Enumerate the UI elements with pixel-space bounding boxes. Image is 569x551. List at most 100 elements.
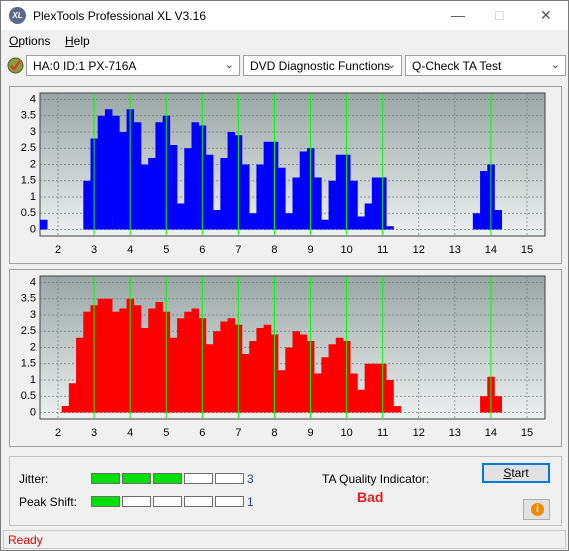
bar [364,363,373,413]
bar [350,180,358,230]
bar [357,389,365,413]
test-select-text: Q-Check TA Test [412,59,502,73]
start-button[interactable]: Start [482,463,550,483]
bar [292,177,301,230]
drive-select[interactable]: HA:0 ID:1 PX-716A ⌄ [26,55,240,76]
bar [97,298,106,413]
y-tick-label: 3 [30,126,36,138]
x-tick-label: 11 [377,244,388,256]
x-tick-label: 15 [521,244,533,256]
bar [480,171,488,230]
meter-segment [215,473,244,484]
bar [263,141,272,230]
result-panel: Jitter: 3 Peak Shift: 1 TA Quality Indic… [9,456,562,526]
peak-shift-label: Peak Shift: [19,495,78,509]
x-tick-label: 4 [127,244,133,256]
chart-panel: 0 0.5 1 1.5 2 2.5 3 3.5 4 2 3 4 5 6 7 8 9 10 11 12 13 14 15 [9,269,562,447]
info-button[interactable]: i [523,499,550,520]
bar [191,308,200,413]
bar [148,308,156,413]
quality-value: Bad [357,489,384,505]
x-tick-label: 8 [271,427,277,439]
y-tick-label: 2 [30,158,36,170]
bar [386,226,394,230]
bar [104,298,113,413]
x-tick-label: 2 [55,244,61,256]
bar [148,158,156,230]
close-button[interactable]: ✕ [540,7,552,23]
bar [112,311,120,413]
meter-segment [122,473,151,484]
x-tick-label: 7 [235,427,241,439]
bar [263,324,272,413]
y-tick-label: 0.5 [21,390,36,402]
bar [97,115,106,230]
status-bar: Ready [3,530,566,549]
bar [213,331,221,413]
menu-item[interactable]: Help [65,34,90,48]
x-tick-label: 5 [163,427,169,439]
jitter-value: 3 [247,472,254,486]
drive-icon [7,57,24,74]
bar [61,406,70,413]
bar [285,213,293,230]
y-tick-label: 3 [30,309,36,321]
meter-segment [91,496,120,507]
meter-segment [184,473,213,484]
y-tick-label: 0 [30,406,36,418]
bar [285,347,293,413]
bar [299,334,308,413]
x-tick-label: 3 [91,244,97,256]
jitter-label: Jitter: [19,472,49,486]
bar [249,341,257,413]
meter-segment [153,473,182,484]
y-tick-label: 1.5 [21,358,36,370]
x-tick-label: 10 [340,427,352,439]
bar [40,219,48,230]
x-tick-label: 2 [55,427,61,439]
x-tick-label: 3 [91,427,97,439]
x-tick-label: 10 [340,244,352,256]
y-tick-label: 3.5 [21,293,36,305]
x-tick-label: 12 [413,427,425,439]
y-tick-label: 0.5 [21,207,36,219]
test-select[interactable]: Q-Check TA Test ⌄ [405,55,566,76]
y-tick-label: 2 [30,341,36,353]
bar [104,109,113,230]
bar [314,177,322,230]
bar [321,219,329,230]
jitter-meter [91,473,244,484]
bar [184,148,192,230]
bar [112,115,120,230]
chart: 0 0.5 1 1.5 2 2.5 3 3.5 4 2 3 4 5 6 7 8 9 10 11 12 13 14 15 [21,92,546,256]
bar [227,132,236,230]
bar [335,154,344,230]
x-tick-label: 11 [377,427,388,439]
maximize-button[interactable]: □ [495,7,504,23]
bar [321,357,329,413]
x-tick-label: 13 [449,427,461,439]
x-tick-label: 15 [521,427,533,439]
bar [314,373,322,413]
peak-shift-value: 1 [247,495,254,509]
bar [177,318,185,413]
y-tick-label: 3.5 [21,110,36,122]
x-tick-label: 12 [413,244,425,256]
window-title: PlexTools Professional XL V3.16 [33,9,206,23]
quality-label: TA Quality Indicator: [322,472,430,486]
x-tick-label: 5 [163,244,169,256]
bar [220,321,228,413]
drive-select-text: HA:0 ID:1 PX-716A [33,59,137,73]
bar [141,164,149,230]
bar [205,154,214,230]
menu-item[interactable]: Options [9,34,51,48]
meter-segment [122,496,151,507]
y-tick-label: 0 [30,223,36,235]
bar [83,180,91,230]
bar [371,363,380,413]
function-select[interactable]: DVD Diagnostic Functions ⌄ [243,55,402,76]
y-tick-label: 2.5 [21,325,36,337]
minimize-button[interactable]: — [451,7,465,23]
menu-bar: Options Help [1,31,568,51]
bar [155,122,163,230]
